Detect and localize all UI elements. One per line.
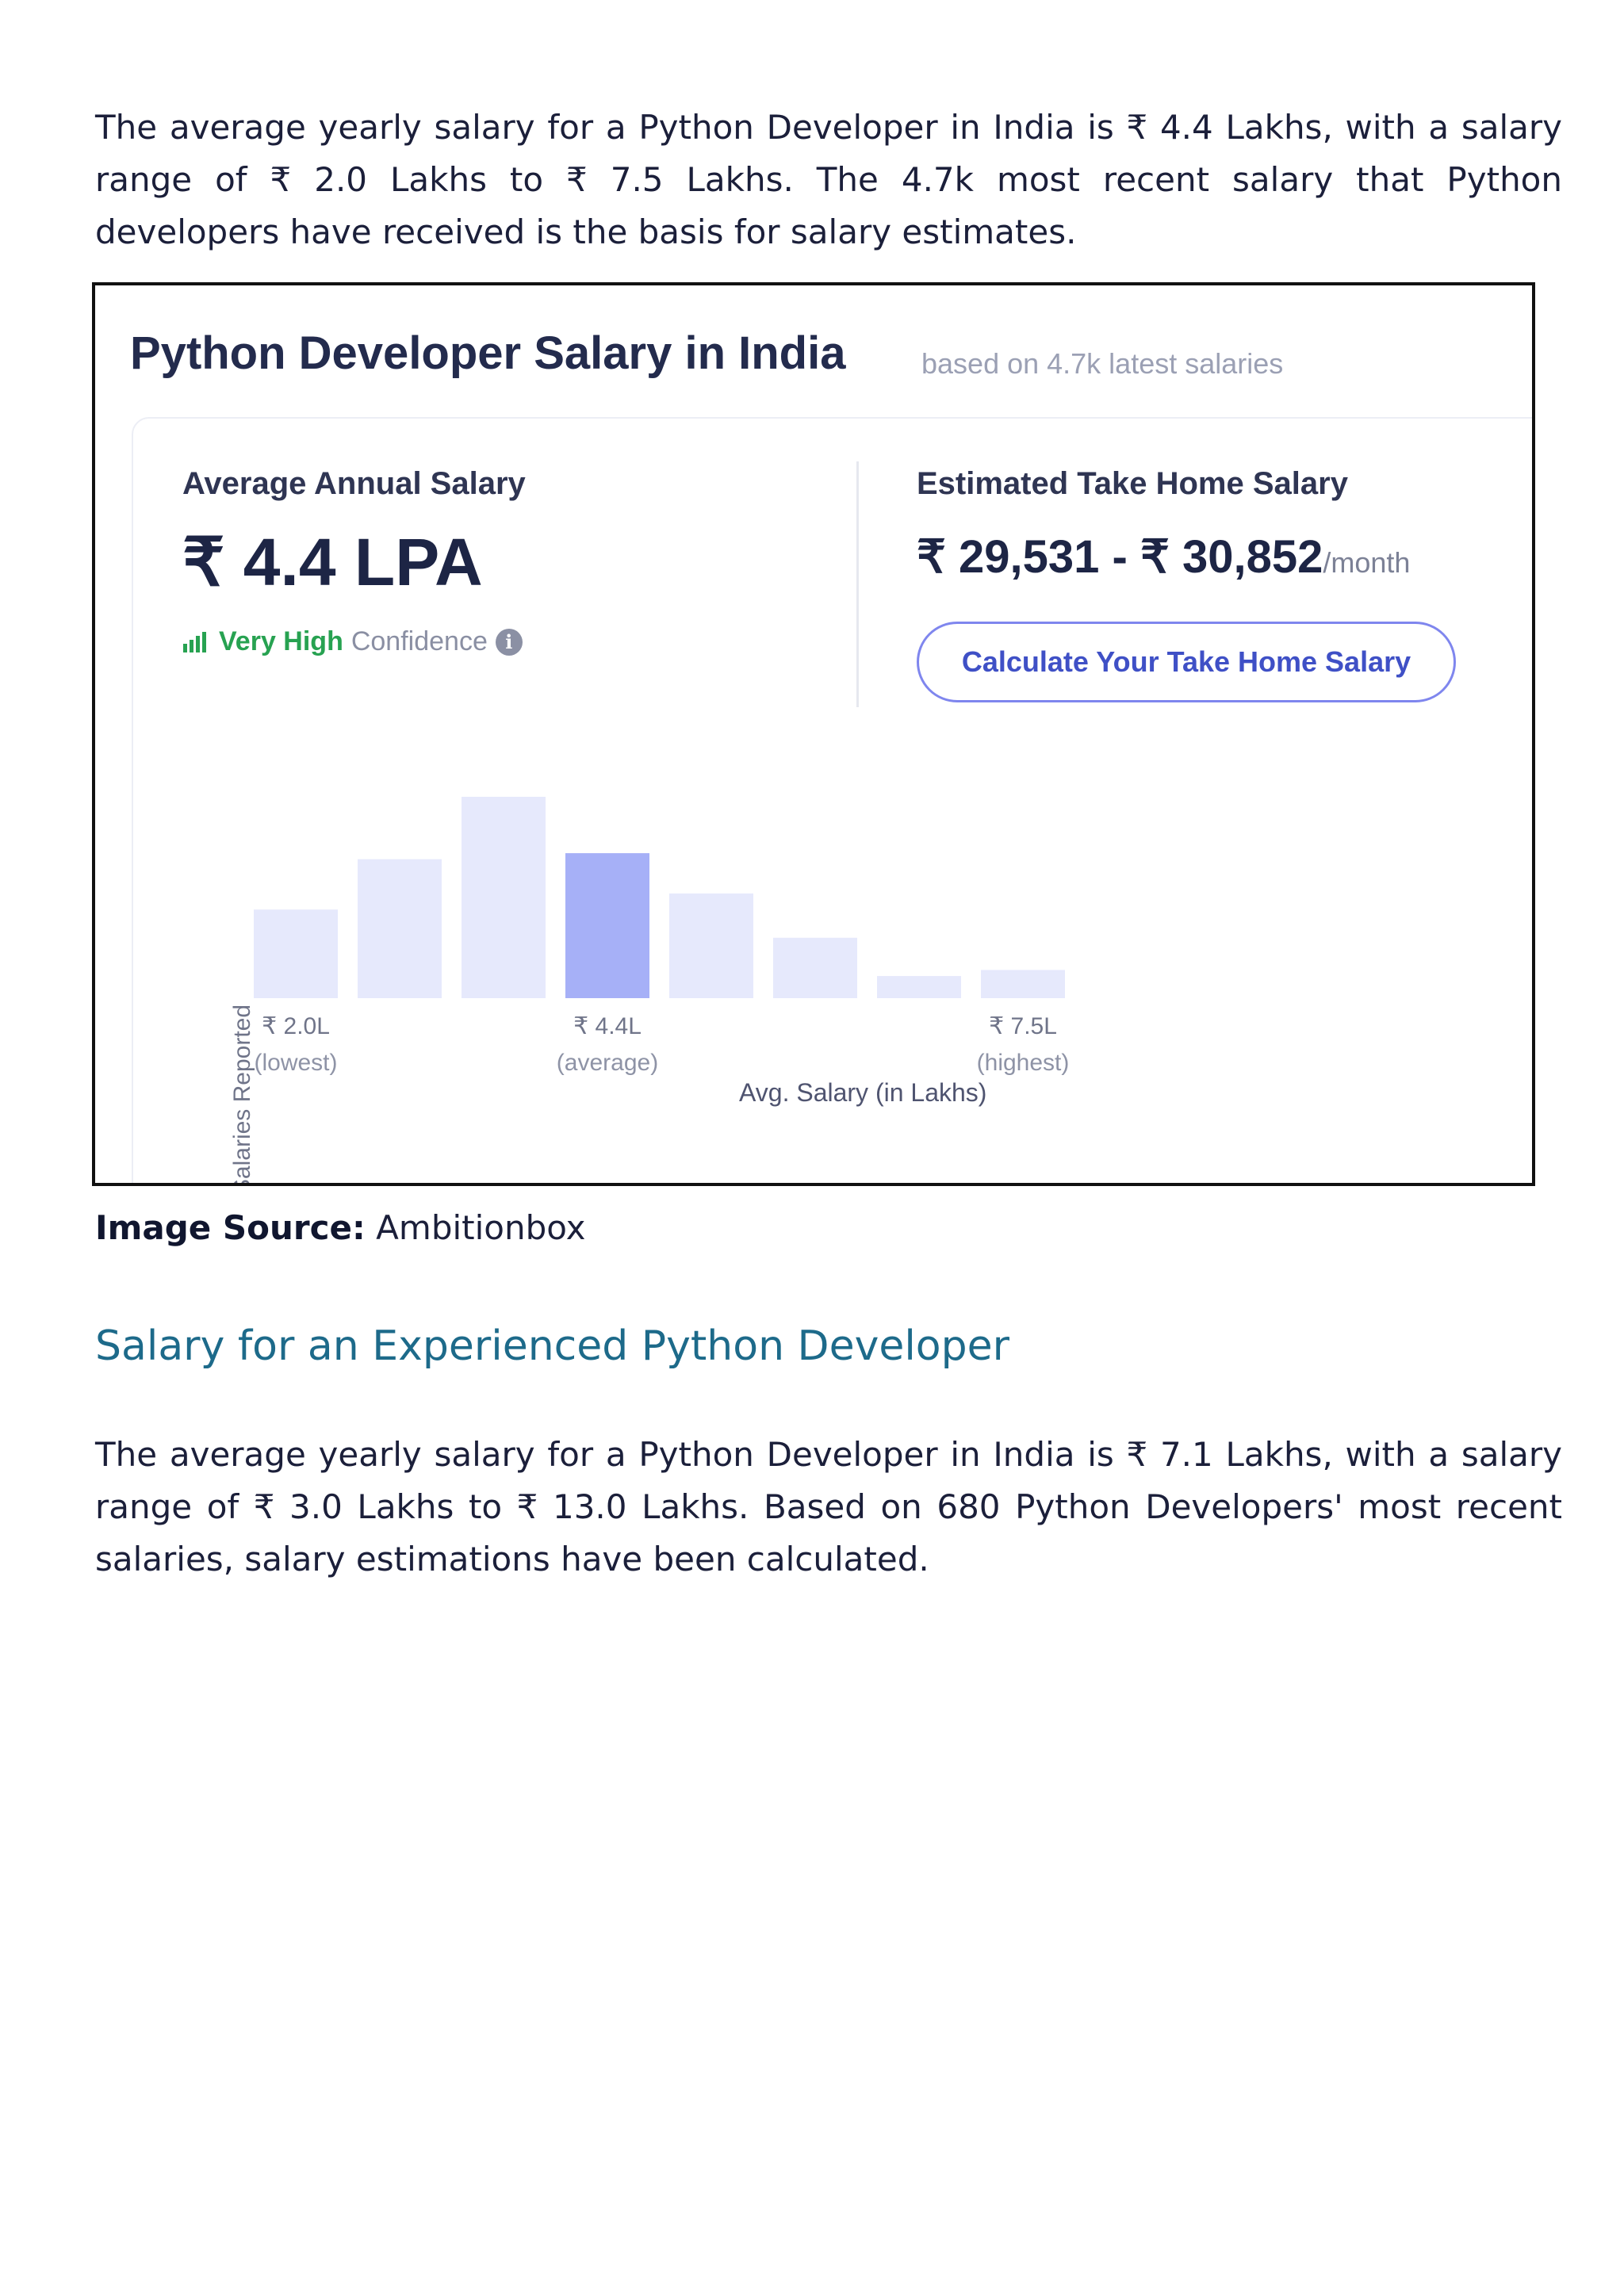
take-home-value: ₹ 29,531 - ₹ 30,852 xyxy=(917,531,1323,583)
salary-histogram: ₹ 2.0L (lowest) ₹ 4.4L (average) ₹ 7.5L (high… xyxy=(254,797,1070,1076)
tick-label: ₹ 4.4L xyxy=(573,1013,642,1039)
tick-sublabel: (average) xyxy=(557,1050,658,1076)
confidence-level: Very High xyxy=(219,626,343,656)
histogram-bar-average xyxy=(565,853,649,998)
salary-screenshot-frame: Python Developer Salary in India based o… xyxy=(92,282,1535,1186)
salary-card xyxy=(132,417,1532,1183)
experienced-paragraph: The average yearly salary for a Python D… xyxy=(95,1435,1562,1578)
intro-paragraph: The average yearly salary for a Python D… xyxy=(95,108,1562,251)
image-source-label: Image Source: xyxy=(95,1208,366,1247)
take-home-label: Estimated Take Home Salary xyxy=(917,466,1348,501)
signal-bars-icon xyxy=(183,631,206,652)
section-heading: Salary for an Experienced Python Develop… xyxy=(95,1322,1009,1370)
take-home-range: ₹ 29,531 - ₹ 30,852/month xyxy=(917,530,1410,584)
average-salary-label: Average Annual Salary xyxy=(182,466,526,501)
histogram-bar xyxy=(358,859,442,998)
histogram-bar xyxy=(773,937,857,998)
average-salary-value: ₹ 4.4 LPA xyxy=(182,525,483,599)
image-source-value: Ambitionbox xyxy=(376,1208,586,1247)
tick-label: ₹ 7.5L xyxy=(989,1013,1057,1039)
confidence-indicator: Very High Confidence i xyxy=(182,626,523,657)
calculate-take-home-button[interactable]: Calculate Your Take Home Salary xyxy=(917,622,1456,702)
tick-label: ₹ 2.0L xyxy=(262,1013,330,1039)
column-divider xyxy=(856,461,859,707)
histogram-bar xyxy=(254,909,338,998)
histogram-bar xyxy=(669,893,753,998)
confidence-word: Confidence xyxy=(350,626,488,656)
card-subtitle: based on 4.7k latest salaries xyxy=(921,347,1284,380)
histogram-bar xyxy=(877,976,961,998)
tick-sublabel: (lowest) xyxy=(254,1050,337,1076)
take-home-unit: /month xyxy=(1323,546,1411,579)
info-icon[interactable]: i xyxy=(495,628,523,656)
image-source: Image Source: Ambitionbox xyxy=(95,1208,586,1247)
histogram-bar xyxy=(981,970,1065,998)
histogram-bar xyxy=(462,797,546,998)
card-title: Python Developer Salary in India xyxy=(130,327,846,379)
x-axis-label: Avg. Salary (in Lakhs) xyxy=(739,1078,987,1107)
tick-sublabel: (highest) xyxy=(977,1050,1070,1076)
